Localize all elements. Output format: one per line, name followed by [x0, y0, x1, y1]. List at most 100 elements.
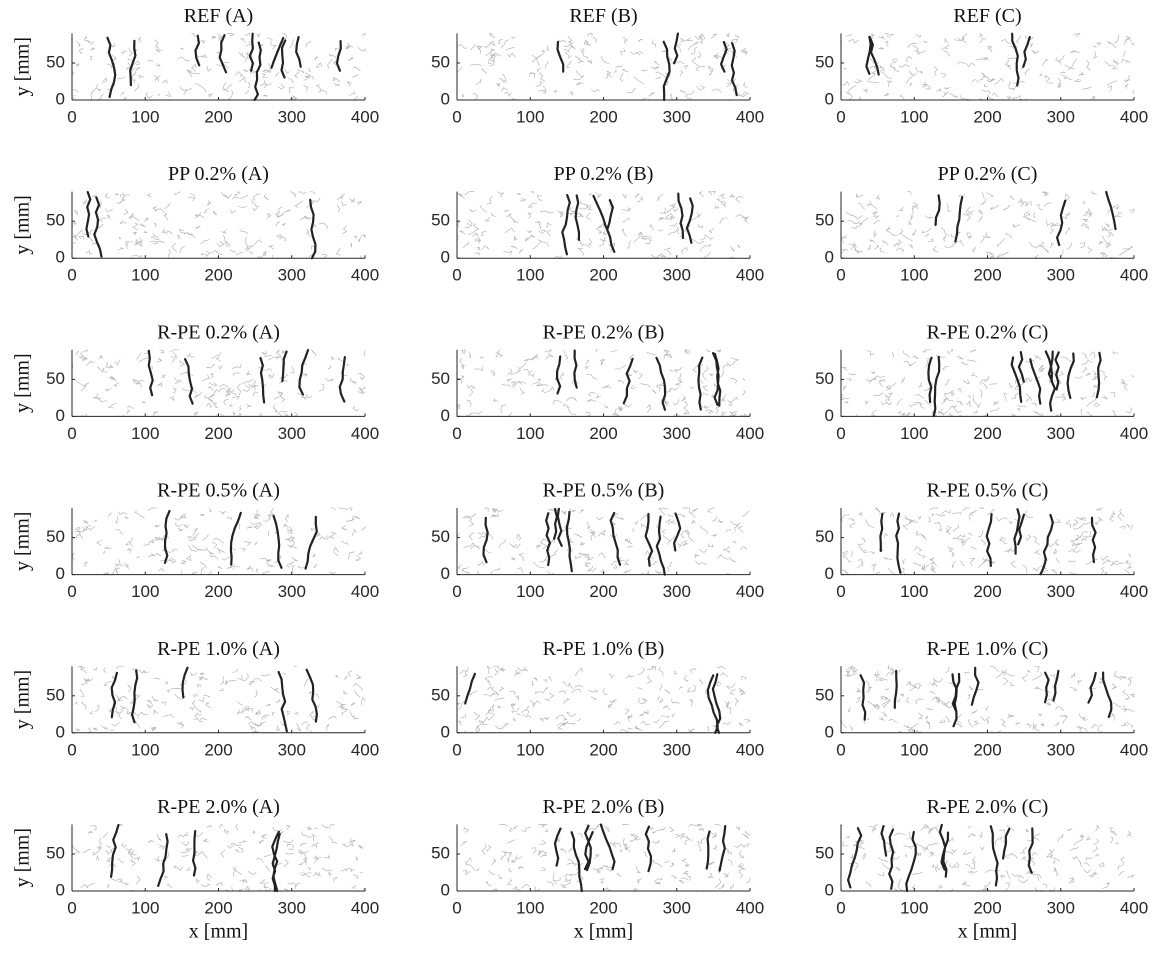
x-tick-label: 100	[900, 424, 928, 443]
x-tick-label: 100	[131, 424, 159, 443]
crack-texture	[71, 32, 366, 101]
x-tick-label: 400	[351, 740, 379, 759]
subplot-title: R-PE 0.2% (A)	[157, 321, 280, 343]
x-tick-label: 200	[204, 107, 232, 126]
subplot-title: PP 0.2% (A)	[168, 163, 269, 185]
crack-texture	[456, 32, 750, 101]
x-tick-label: 300	[278, 740, 306, 759]
y-tick-label: 0	[825, 722, 834, 741]
y-tick-label: 50	[431, 527, 450, 546]
subplot-title: R-PE 0.5% (A)	[157, 480, 280, 502]
y-tick-label: 0	[56, 880, 65, 899]
y-tick-label: 50	[815, 211, 834, 230]
subplot: REF (C) 0 100 200 300 400 0 50	[815, 5, 1148, 126]
x-tick-label: 400	[736, 266, 764, 285]
subplot-title: R-PE 2.0% (A)	[157, 796, 280, 818]
x-tick-label: 300	[663, 107, 691, 126]
x-tick-label: 0	[836, 107, 845, 126]
subplot: R-PE 1.0% (C) 0 100 200 300 400 0 50	[815, 638, 1148, 759]
subplot: R-PE 2.0% (A) 0 100 200 300 400 0 50 y [mm] x [mm…	[12, 796, 380, 943]
y-tick-label: 50	[431, 843, 450, 862]
crack	[553, 823, 727, 893]
x-tick-label: 300	[1047, 424, 1075, 443]
y-tick-label: 50	[46, 52, 65, 71]
crack-texture	[840, 824, 1135, 892]
x-tick-label: 200	[973, 266, 1001, 285]
x-axis-label: x [mm]	[574, 921, 633, 943]
subplot-title: REF (B)	[569, 5, 637, 27]
x-axis-label: x [mm]	[958, 921, 1017, 943]
subplot: PP 0.2% (A) 0 100 200 300 400 0 50 y [mm]	[12, 163, 380, 284]
y-tick-label: 50	[815, 527, 834, 546]
y-tick-label: 50	[815, 685, 834, 704]
y-tick-label: 0	[441, 722, 450, 741]
x-tick-label: 100	[516, 582, 544, 601]
x-tick-label: 0	[452, 898, 461, 917]
x-tick-label: 0	[67, 582, 76, 601]
x-tick-label: 100	[131, 740, 159, 759]
y-tick-label: 50	[431, 369, 450, 388]
crack	[556, 32, 738, 102]
x-tick-label: 400	[1120, 266, 1148, 285]
x-tick-label: 400	[1120, 107, 1148, 126]
crack-texture	[841, 507, 1133, 575]
x-tick-label: 200	[589, 424, 617, 443]
x-tick-label: 200	[204, 898, 232, 917]
y-tick-label: 0	[441, 248, 450, 267]
x-tick-label: 0	[836, 582, 845, 601]
y-tick-label: 50	[431, 685, 450, 704]
x-tick-label: 0	[452, 740, 461, 759]
x-tick-label: 100	[900, 898, 928, 917]
x-axis-label: x [mm]	[189, 921, 248, 943]
x-tick-label: 400	[351, 898, 379, 917]
y-tick-label: 0	[441, 89, 450, 108]
y-axis-label: y [mm]	[12, 512, 34, 571]
x-tick-label: 200	[973, 424, 1001, 443]
x-tick-label: 400	[736, 107, 764, 126]
crack	[163, 509, 318, 570]
crack	[927, 350, 1102, 418]
subplot: R-PE 2.0% (C) 0 100 200 300 400 0 50 x [mm]	[815, 796, 1148, 943]
x-tick-label: 0	[67, 107, 76, 126]
x-tick-label: 400	[1120, 898, 1148, 917]
y-tick-label: 50	[815, 843, 834, 862]
crack	[110, 666, 319, 733]
crack-texture	[456, 824, 751, 892]
crack	[110, 824, 281, 893]
crack	[556, 349, 722, 411]
crack	[865, 32, 1031, 87]
subplot: R-PE 0.2% (B) 0 100 200 300 400 0 50	[431, 321, 764, 442]
x-tick-label: 300	[663, 740, 691, 759]
x-tick-label: 0	[67, 898, 76, 917]
subplot: R-PE 0.2% (A) 0 100 200 300 400 0 50 y [mm]	[12, 321, 380, 442]
subplot-title: R-PE 1.0% (B)	[543, 638, 665, 660]
subplot: R-PE 0.5% (A) 0 100 200 300 400 0 50 y [mm]	[12, 480, 380, 601]
subplot: R-PE 0.2% (C) 0 100 200 300 400 0 50	[815, 321, 1148, 442]
subplot-title: PP 0.2% (C)	[938, 163, 1038, 185]
crack-texture	[840, 191, 1135, 259]
x-tick-label: 400	[1120, 740, 1148, 759]
x-tick-label: 200	[589, 266, 617, 285]
x-tick-label: 100	[131, 582, 159, 601]
x-tick-label: 0	[67, 266, 76, 285]
y-tick-label: 0	[825, 89, 834, 108]
x-tick-label: 100	[131, 107, 159, 126]
x-tick-label: 400	[736, 740, 764, 759]
x-tick-label: 100	[516, 740, 544, 759]
y-tick-label: 50	[46, 527, 65, 546]
subplot-title: REF (C)	[953, 5, 1021, 27]
crack	[106, 32, 342, 102]
x-tick-label: 400	[1120, 424, 1148, 443]
x-tick-label: 200	[204, 740, 232, 759]
x-tick-label: 0	[836, 266, 845, 285]
x-tick-label: 0	[452, 266, 461, 285]
x-tick-label: 300	[1047, 740, 1075, 759]
crack	[85, 191, 317, 260]
crack-texture	[456, 191, 750, 259]
x-tick-label: 200	[973, 898, 1001, 917]
x-tick-label: 200	[973, 107, 1001, 126]
subplot-title: R-PE 0.2% (B)	[543, 321, 665, 343]
subplot: PP 0.2% (C) 0 100 200 300 400 0 50	[815, 163, 1148, 284]
x-tick-label: 300	[1047, 266, 1075, 285]
subplot: PP 0.2% (B) 0 100 200 300 400 0 50	[431, 163, 764, 284]
